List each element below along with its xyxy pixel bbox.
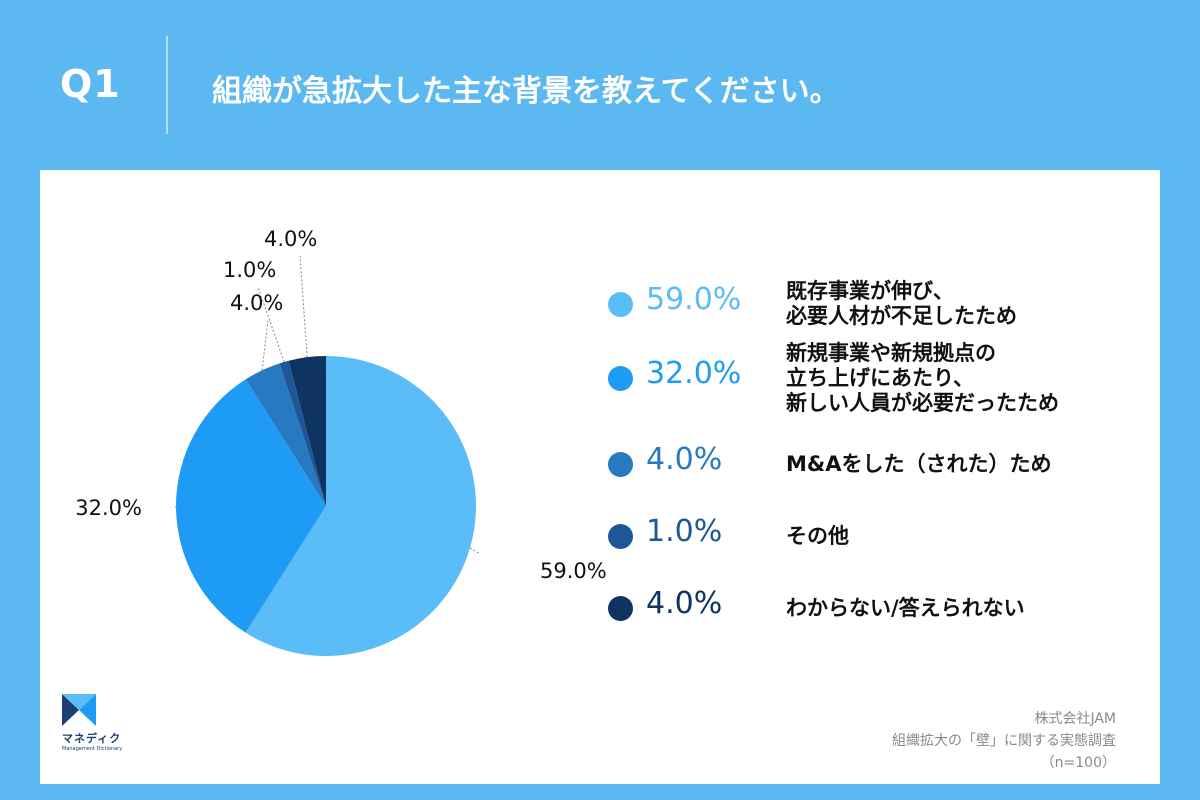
logo-text: マネディク bbox=[62, 732, 122, 745]
legend-dot-icon bbox=[608, 292, 633, 317]
slice-data-label-3: 1.0% bbox=[223, 258, 276, 282]
legend-percent: 32.0% bbox=[646, 356, 742, 391]
pie-slice-3 bbox=[279, 360, 326, 506]
header: Q1 組織が急拡大した主な背景を教えてください。 bbox=[0, 0, 1200, 160]
slice-data-label-4: 4.0% bbox=[264, 227, 317, 251]
legend-dot-icon bbox=[608, 452, 633, 477]
logo-subtext: Management Dictionary bbox=[62, 746, 123, 752]
legend-percent: 4.0% bbox=[646, 586, 723, 621]
legend-label: わからない/答えられない bbox=[786, 595, 1025, 620]
question-title: 組織が急拡大した主な背景を教えてください。 bbox=[212, 74, 840, 109]
source-block: 株式会社JAM 組織拡大の「壁」に関する実態調査 （n=100） bbox=[892, 708, 1116, 774]
pie-slice-2 bbox=[245, 363, 326, 506]
source-survey: 組織拡大の「壁」に関する実態調査 bbox=[892, 733, 1116, 749]
question-number: Q1 bbox=[60, 62, 121, 106]
legend-label: M&Aをした（された）ため bbox=[786, 451, 1052, 476]
leader-line-2 bbox=[261, 319, 269, 371]
legend-label: 新規事業や新規拠点の 立ち上げにあたり、 新しい人員が必要だったため bbox=[786, 340, 1059, 415]
legend-percent: 1.0% bbox=[646, 514, 723, 549]
legend-label: その他 bbox=[786, 523, 849, 548]
slice-data-label-0: 59.0% bbox=[540, 559, 607, 583]
leader-line-0 bbox=[469, 547, 481, 555]
legend-dot-icon bbox=[608, 366, 633, 391]
pie-slice-1 bbox=[175, 379, 326, 633]
pie-slice-4 bbox=[288, 356, 326, 506]
chart-card: 59.0% 32.0% 4.0% 1.0% 4.0% 59.0% 既存事業が伸び、 必要人… bbox=[40, 170, 1160, 784]
header-divider bbox=[166, 36, 168, 134]
legend-percent: 4.0% bbox=[646, 442, 723, 477]
legend-dot-icon bbox=[608, 596, 633, 621]
logo-mark-icon bbox=[62, 694, 96, 726]
leader-line-4 bbox=[299, 255, 308, 358]
source-company: 株式会社JAM bbox=[1034, 711, 1116, 727]
source-sample: （n=100） bbox=[1040, 755, 1116, 771]
legend-dot-icon bbox=[608, 524, 633, 549]
pie-slice-0 bbox=[245, 356, 476, 656]
legend-percent: 59.0% bbox=[646, 282, 742, 317]
leader-line-3 bbox=[257, 286, 285, 363]
pie-chart: 59.0% 32.0% 4.0% 1.0% 4.0% bbox=[75, 227, 607, 656]
legend-label: 既存事業が伸び、 必要人材が不足したため bbox=[786, 279, 1017, 328]
slice-data-label-2: 4.0% bbox=[230, 291, 283, 315]
slice-data-label-1: 32.0% bbox=[75, 496, 142, 520]
logo: マネディク Management Dictionary bbox=[62, 694, 142, 764]
